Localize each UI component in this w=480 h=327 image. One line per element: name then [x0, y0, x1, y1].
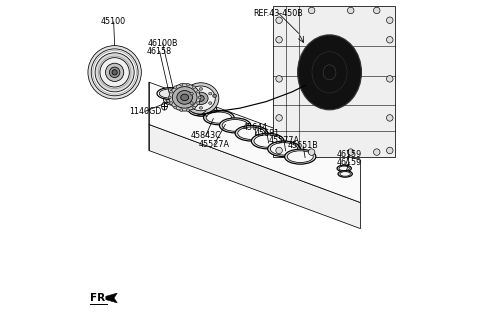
- Ellipse shape: [386, 17, 393, 24]
- Ellipse shape: [337, 165, 351, 172]
- Ellipse shape: [187, 109, 190, 112]
- Text: 1140GD: 1140GD: [129, 107, 161, 116]
- Ellipse shape: [95, 53, 134, 92]
- Text: 46158: 46158: [147, 47, 172, 56]
- Ellipse shape: [308, 7, 315, 14]
- Ellipse shape: [190, 102, 193, 104]
- Ellipse shape: [199, 107, 203, 109]
- Ellipse shape: [164, 95, 188, 106]
- Ellipse shape: [174, 86, 177, 89]
- Ellipse shape: [183, 83, 219, 114]
- Ellipse shape: [373, 7, 380, 14]
- Ellipse shape: [209, 102, 212, 104]
- Text: 45100: 45100: [101, 17, 126, 26]
- Ellipse shape: [285, 149, 316, 164]
- Ellipse shape: [276, 76, 282, 82]
- Ellipse shape: [169, 84, 200, 111]
- Ellipse shape: [88, 46, 141, 99]
- Ellipse shape: [188, 103, 217, 116]
- Ellipse shape: [268, 141, 300, 157]
- Ellipse shape: [197, 102, 200, 104]
- Ellipse shape: [270, 143, 298, 155]
- Ellipse shape: [106, 63, 124, 81]
- Text: 46100B: 46100B: [147, 39, 178, 47]
- Ellipse shape: [91, 49, 138, 96]
- Ellipse shape: [168, 96, 171, 99]
- Text: 45843C: 45843C: [191, 131, 221, 140]
- Ellipse shape: [276, 37, 282, 43]
- Text: 46159: 46159: [337, 150, 362, 159]
- Ellipse shape: [298, 35, 361, 110]
- Ellipse shape: [340, 172, 350, 176]
- Ellipse shape: [198, 96, 201, 99]
- Polygon shape: [149, 125, 360, 229]
- Text: 45577A: 45577A: [268, 136, 300, 145]
- Polygon shape: [149, 82, 360, 202]
- Ellipse shape: [174, 106, 177, 109]
- Ellipse shape: [206, 112, 231, 123]
- Ellipse shape: [235, 125, 268, 141]
- Ellipse shape: [192, 106, 195, 109]
- Ellipse shape: [386, 147, 393, 154]
- Ellipse shape: [308, 149, 315, 155]
- Ellipse shape: [112, 70, 117, 75]
- Ellipse shape: [159, 89, 181, 98]
- Ellipse shape: [386, 76, 393, 82]
- Ellipse shape: [191, 105, 214, 115]
- Ellipse shape: [180, 109, 183, 112]
- Ellipse shape: [192, 86, 195, 89]
- Ellipse shape: [187, 86, 215, 111]
- Text: FR: FR: [90, 293, 105, 303]
- Polygon shape: [106, 293, 117, 303]
- Ellipse shape: [181, 94, 189, 101]
- Ellipse shape: [276, 17, 282, 24]
- Text: 45651B: 45651B: [288, 141, 319, 150]
- Ellipse shape: [209, 92, 212, 95]
- Ellipse shape: [219, 118, 251, 133]
- Ellipse shape: [386, 115, 393, 121]
- Ellipse shape: [339, 166, 349, 171]
- Ellipse shape: [276, 115, 282, 121]
- Ellipse shape: [222, 120, 248, 131]
- Ellipse shape: [190, 92, 193, 95]
- Ellipse shape: [187, 83, 190, 86]
- Bar: [273, 6, 395, 157]
- Ellipse shape: [109, 67, 120, 77]
- Text: 45644: 45644: [242, 123, 267, 131]
- Ellipse shape: [386, 37, 393, 43]
- Ellipse shape: [180, 83, 183, 86]
- Ellipse shape: [276, 147, 282, 154]
- Ellipse shape: [170, 102, 173, 104]
- Ellipse shape: [197, 91, 200, 93]
- Ellipse shape: [204, 111, 234, 125]
- Text: REF.43-450B: REF.43-450B: [253, 9, 303, 18]
- Text: 45681: 45681: [254, 129, 279, 138]
- Ellipse shape: [287, 151, 313, 163]
- Ellipse shape: [194, 92, 208, 105]
- Ellipse shape: [373, 149, 380, 155]
- Ellipse shape: [348, 7, 354, 14]
- Ellipse shape: [177, 91, 192, 104]
- Text: 46159: 46159: [337, 158, 362, 167]
- Ellipse shape: [338, 171, 352, 177]
- Ellipse shape: [252, 133, 284, 149]
- Ellipse shape: [172, 87, 197, 108]
- Text: 45527A: 45527A: [198, 140, 229, 149]
- Ellipse shape: [238, 127, 265, 139]
- Ellipse shape: [157, 88, 183, 99]
- Ellipse shape: [170, 91, 173, 93]
- Ellipse shape: [254, 135, 281, 147]
- Ellipse shape: [166, 96, 186, 104]
- Ellipse shape: [100, 58, 129, 87]
- Ellipse shape: [348, 149, 354, 155]
- Ellipse shape: [213, 94, 216, 97]
- Ellipse shape: [198, 95, 204, 101]
- Ellipse shape: [199, 88, 203, 90]
